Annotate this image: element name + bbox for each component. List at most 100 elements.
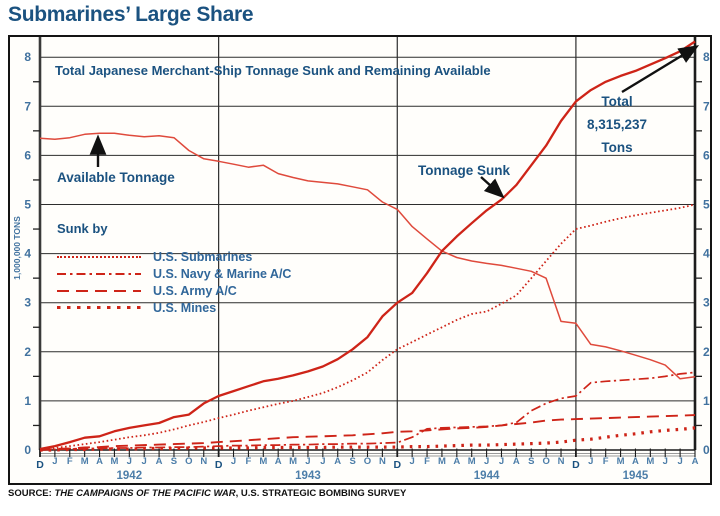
legend: U.S. Submarines U.S. Navy & Marine A/C U… (57, 248, 291, 316)
svg-text:0: 0 (24, 443, 31, 457)
svg-text:J: J (663, 456, 668, 467)
svg-text:A: A (692, 456, 699, 467)
svg-text:N: N (558, 456, 565, 467)
chart-title: Total Japanese Merchant-Ship Tonnage Sun… (55, 63, 491, 78)
chart-frame: 0 0 1 1 2 2 3 3 4 4 5 5 6 6 7 7 8 8 1,000,000 TONS D J F M A M J J… (8, 35, 712, 485)
y-axis-labels: 0 0 1 1 2 2 3 3 4 4 5 5 6 6 7 7 8 8 1,000,000 TONS (12, 50, 710, 457)
svg-text:A: A (632, 456, 639, 467)
svg-text:M: M (438, 456, 446, 467)
svg-text:1: 1 (703, 394, 710, 408)
svg-text:M: M (617, 456, 625, 467)
svg-text:4: 4 (24, 247, 31, 261)
svg-text:O: O (185, 456, 192, 467)
svg-text:D: D (393, 459, 401, 471)
svg-text:O: O (542, 456, 549, 467)
svg-text:J: J (320, 456, 325, 467)
year-label: 1943 (295, 470, 321, 482)
dotted-line-sample-icon (57, 255, 141, 258)
svg-text:M: M (81, 456, 89, 467)
year-label: 1942 (117, 470, 143, 482)
svg-text:J: J (484, 456, 489, 467)
svg-text:2: 2 (703, 345, 710, 359)
svg-text:3: 3 (703, 296, 710, 310)
annotation-total-tonnage: Total 8,315,237 Tons (557, 90, 677, 159)
long-dash-line-sample-icon (57, 289, 141, 292)
tonnage-sunk-arrow (480, 176, 505, 199)
svg-text:O: O (364, 456, 371, 467)
svg-text:J: J (588, 456, 593, 467)
legend-item-navy-marine-ac: U.S. Navy & Marine A/C (57, 265, 291, 282)
bold-dots-line-sample-icon (57, 305, 141, 310)
total-word: Total (601, 94, 633, 109)
svg-text:F: F (246, 456, 252, 467)
svg-text:M: M (646, 456, 654, 467)
svg-text:2: 2 (24, 345, 31, 359)
svg-text:5: 5 (703, 198, 710, 212)
series-available-tonnage (39, 132, 696, 380)
source-citation: SOURCE: THE CAMPAIGNS OF THE PACIFIC WAR… (8, 488, 406, 499)
svg-text:8: 8 (24, 50, 31, 64)
svg-text:M: M (110, 456, 118, 467)
svg-text:N: N (379, 456, 386, 467)
dash-dot-line-sample-icon (57, 272, 141, 275)
total-units: Tons (601, 140, 633, 155)
annotation-available-tonnage: Available Tonnage (57, 170, 175, 185)
svg-text:A: A (453, 456, 460, 467)
series-u-s-mines (40, 426, 696, 452)
svg-text:J: J (127, 456, 132, 467)
svg-text:A: A (513, 456, 520, 467)
svg-text:N: N (200, 456, 207, 467)
page-title: Submarines’ Large Share (8, 3, 254, 26)
svg-text:F: F (67, 456, 73, 467)
svg-text:A: A (275, 456, 282, 467)
svg-text:J: J (677, 456, 682, 467)
gridlines (38, 37, 697, 451)
svg-text:6: 6 (24, 148, 31, 162)
svg-text:A: A (156, 456, 163, 467)
svg-text:S: S (171, 456, 177, 467)
svg-text:A: A (96, 456, 103, 467)
svg-text:6: 6 (703, 148, 710, 162)
annotation-arrows (89, 45, 700, 199)
svg-text:4: 4 (703, 247, 710, 261)
svg-text:8: 8 (703, 50, 710, 64)
legend-item-submarines: U.S. Submarines (57, 248, 291, 265)
source-rest: , U.S. STRATEGIC BOMBING SURVEY (235, 488, 407, 499)
svg-text:J: J (499, 456, 504, 467)
legend-item-mines: U.S. Mines (57, 299, 291, 316)
svg-text:7: 7 (703, 99, 710, 113)
year-label: 1945 (623, 470, 649, 482)
svg-text:J: J (142, 456, 147, 467)
series-u-s-submarines (39, 203, 696, 451)
svg-text:7: 7 (24, 99, 31, 113)
source-work-title: THE CAMPAIGNS OF THE PACIFIC WAR (54, 488, 236, 499)
svg-text:D: D (215, 459, 223, 471)
svg-text:F: F (603, 456, 609, 467)
source-prefix: SOURCE: (8, 488, 55, 499)
legend-item-army-ac: U.S. Army A/C (57, 282, 291, 299)
annotation-tonnage-sunk: Tonnage Sunk (418, 163, 511, 178)
total-tonnage-arrow (621, 45, 700, 94)
total-value: 8,315,237 (586, 117, 648, 132)
svg-text:M: M (289, 456, 297, 467)
x-axis (39, 448, 696, 457)
svg-text:D: D (572, 459, 580, 471)
series-u-s-army-a-c (39, 414, 696, 451)
svg-text:M: M (259, 456, 267, 467)
year-label: 1944 (474, 470, 500, 482)
svg-text:D: D (36, 459, 44, 471)
svg-text:S: S (528, 456, 534, 467)
svg-text:1: 1 (24, 394, 31, 408)
svg-text:S: S (349, 456, 355, 467)
svg-text:M: M (468, 456, 476, 467)
series-u-s-navy-marine-a-c (39, 371, 696, 451)
y-axis-title: 1,000,000 TONS (12, 216, 22, 280)
svg-text:J: J (231, 456, 236, 467)
svg-text:0: 0 (703, 443, 710, 457)
svg-text:5: 5 (24, 198, 31, 212)
svg-text:F: F (424, 456, 430, 467)
svg-text:3: 3 (24, 296, 31, 310)
svg-text:J: J (52, 456, 57, 467)
